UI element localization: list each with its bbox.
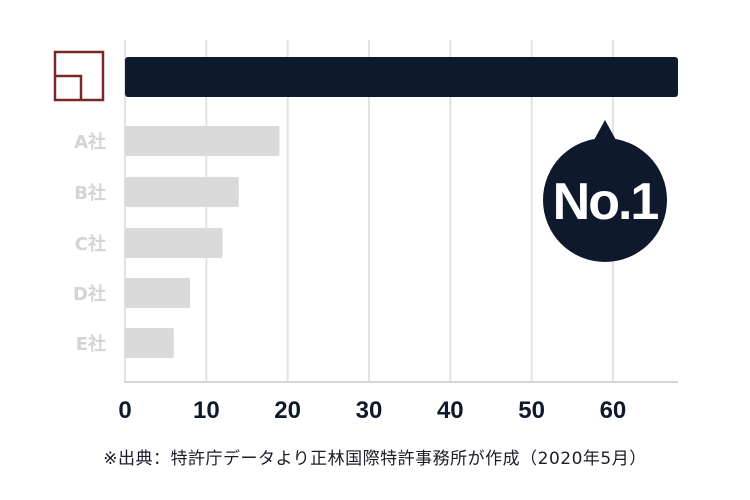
x-tick-label: 20	[274, 397, 301, 424]
category-label: D社	[73, 283, 106, 305]
rank-badge: No.1	[543, 120, 667, 262]
category-label: A社	[74, 131, 106, 153]
bar	[125, 328, 174, 358]
category-label: E社	[76, 333, 106, 355]
bar	[125, 228, 223, 258]
x-tick-label: 60	[600, 397, 627, 424]
x-tick-label: 0	[118, 397, 131, 424]
bar-highlight	[125, 57, 678, 97]
category-label: C社	[75, 233, 106, 255]
category-label: B社	[74, 182, 106, 204]
category-labels: A社 B社 C社 D社 E社	[73, 131, 106, 355]
bar	[125, 278, 191, 308]
x-tick-label: 50	[518, 397, 545, 424]
bar	[125, 177, 239, 207]
x-tick-label: 10	[193, 397, 220, 424]
x-tick-label: 30	[356, 397, 383, 424]
x-tick-labels: 0 10 20 30 40 50 60	[118, 397, 626, 424]
bar	[125, 126, 280, 156]
bar-chart: A社 B社 C社 D社 E社 0 10 20 30 40 50 60 No.1	[53, 40, 678, 424]
company-logo-icon	[53, 50, 105, 102]
rank-badge-text: No.1	[553, 173, 659, 231]
source-note: ※出典：特許庁データより正林国際特許事務所が作成（2020年5月）	[103, 449, 647, 469]
bars	[125, 57, 678, 358]
x-tick-label: 40	[437, 397, 464, 424]
